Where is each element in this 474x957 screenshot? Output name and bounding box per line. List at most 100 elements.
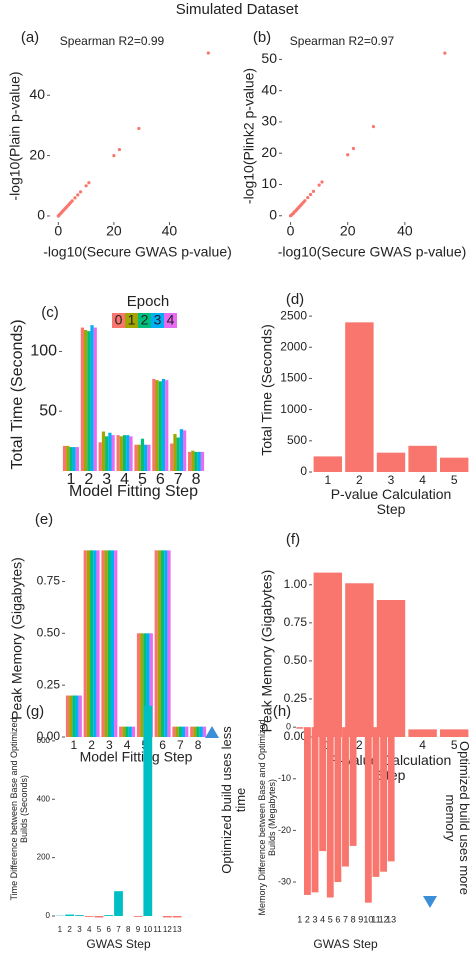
bar xyxy=(170,443,174,471)
x-tick-label: 1 xyxy=(58,925,63,934)
bar xyxy=(164,550,168,737)
bar xyxy=(155,380,159,471)
x-tick-label: 1 xyxy=(297,914,302,924)
y-axis-label: Memory Difference between Base and Optim… xyxy=(257,719,277,916)
bar xyxy=(133,915,143,917)
bar xyxy=(110,550,115,737)
x-axis-label: GWAS Step xyxy=(86,937,151,951)
x-tick-label: 5 xyxy=(451,473,458,487)
y-tick-label: 20 xyxy=(29,146,45,162)
bar xyxy=(202,726,207,737)
bar xyxy=(75,447,79,471)
bar xyxy=(190,726,194,737)
x-tick-label: 6 xyxy=(335,914,340,924)
y-axis-label-box: Time Difference between Base and Optimiz… xyxy=(9,717,29,900)
legend-label: 1 xyxy=(128,312,136,328)
x-tick-label: 1 xyxy=(66,471,75,488)
y-tick-label: -10 xyxy=(278,773,291,783)
bar xyxy=(173,433,177,471)
x-tick-label: 12 xyxy=(379,914,389,924)
annotation: Spearman R2=0.99 xyxy=(60,34,165,48)
y-tick-label: 0.25 xyxy=(37,677,61,691)
x-tick-label: 5 xyxy=(97,925,102,934)
x-tick-label: 3 xyxy=(388,473,395,487)
bar xyxy=(101,550,105,737)
x-tick-label: 5 xyxy=(451,738,458,752)
bar xyxy=(137,444,141,471)
bar xyxy=(152,378,156,471)
x-tick-label: 2 xyxy=(88,738,95,752)
bar xyxy=(380,727,388,872)
x-tick-label: 2 xyxy=(305,914,310,924)
x-axis-label-box: P-value Calculation Step xyxy=(331,486,452,517)
bar xyxy=(65,695,70,737)
x-tick-label: 7 xyxy=(177,738,184,752)
bar xyxy=(185,726,189,737)
x-tick-label: 6 xyxy=(156,471,165,488)
x-tick-label: 13 xyxy=(173,925,182,934)
y-tick-label: 10 xyxy=(261,175,277,191)
bar xyxy=(86,550,91,737)
x-tick-label: 3 xyxy=(102,471,111,488)
bar xyxy=(311,727,319,893)
x-tick-label: 4 xyxy=(320,914,325,924)
bar xyxy=(196,726,200,737)
point xyxy=(371,125,376,129)
bar xyxy=(140,633,144,737)
bar xyxy=(158,381,162,471)
bar xyxy=(172,915,182,918)
bar xyxy=(62,445,67,471)
bar xyxy=(408,729,437,737)
bar xyxy=(129,436,133,471)
bar xyxy=(134,444,138,471)
x-tick-label: 6 xyxy=(107,925,112,934)
bar xyxy=(188,451,192,471)
x-tick-label: 5 xyxy=(138,471,147,488)
y-tick-label: 40 xyxy=(261,81,277,97)
legend-title: Epoch xyxy=(127,293,170,310)
y-tick-label: 2500 xyxy=(280,308,307,322)
annotation-box: Optimized build uses more memory xyxy=(443,741,472,895)
x-tick-label: 3 xyxy=(313,914,318,924)
bar xyxy=(357,727,365,729)
x-axis-label: Model Fitting Step xyxy=(69,483,198,500)
y-tick-label: 0 xyxy=(286,722,291,732)
bar xyxy=(101,431,106,471)
y-axis-label-box: Memory Difference between Base and Optim… xyxy=(257,719,277,916)
point xyxy=(317,183,321,187)
point xyxy=(443,51,447,55)
bar xyxy=(114,550,118,737)
panel-label: (d) xyxy=(286,291,304,308)
panel-label: (h) xyxy=(273,703,291,720)
bar xyxy=(372,727,380,877)
point xyxy=(346,153,350,157)
y-tick-label: 0 xyxy=(46,911,51,920)
bar xyxy=(319,727,327,852)
legend-label: 2 xyxy=(141,312,149,328)
panel-label: (f) xyxy=(286,531,300,548)
y-tick-label: 0.75 xyxy=(284,615,308,629)
point xyxy=(117,147,122,152)
y-tick-label: 0 xyxy=(37,207,45,223)
bar xyxy=(104,550,108,737)
point xyxy=(311,189,316,193)
point xyxy=(306,196,310,200)
bar xyxy=(107,550,111,737)
x-tick-label: 8 xyxy=(126,925,131,934)
x-tick-label: 8 xyxy=(192,471,201,488)
x-tick-label: 2 xyxy=(67,925,72,934)
y-axis-label: -log10(Plink2 p-value) xyxy=(241,68,257,204)
y-tick-label: -30 xyxy=(278,876,291,886)
x-tick-label: 8 xyxy=(195,738,202,752)
y-tick-label: 2000 xyxy=(280,339,307,353)
bar xyxy=(78,695,82,737)
point xyxy=(137,126,141,131)
legend-label: 3 xyxy=(154,312,162,328)
bar xyxy=(376,452,406,472)
bar xyxy=(98,442,102,471)
y-tick-label: 0.50 xyxy=(284,653,308,667)
bar xyxy=(72,695,76,737)
x-tick-label: 9 xyxy=(358,914,363,924)
y-tick-label: 0 xyxy=(300,464,307,478)
